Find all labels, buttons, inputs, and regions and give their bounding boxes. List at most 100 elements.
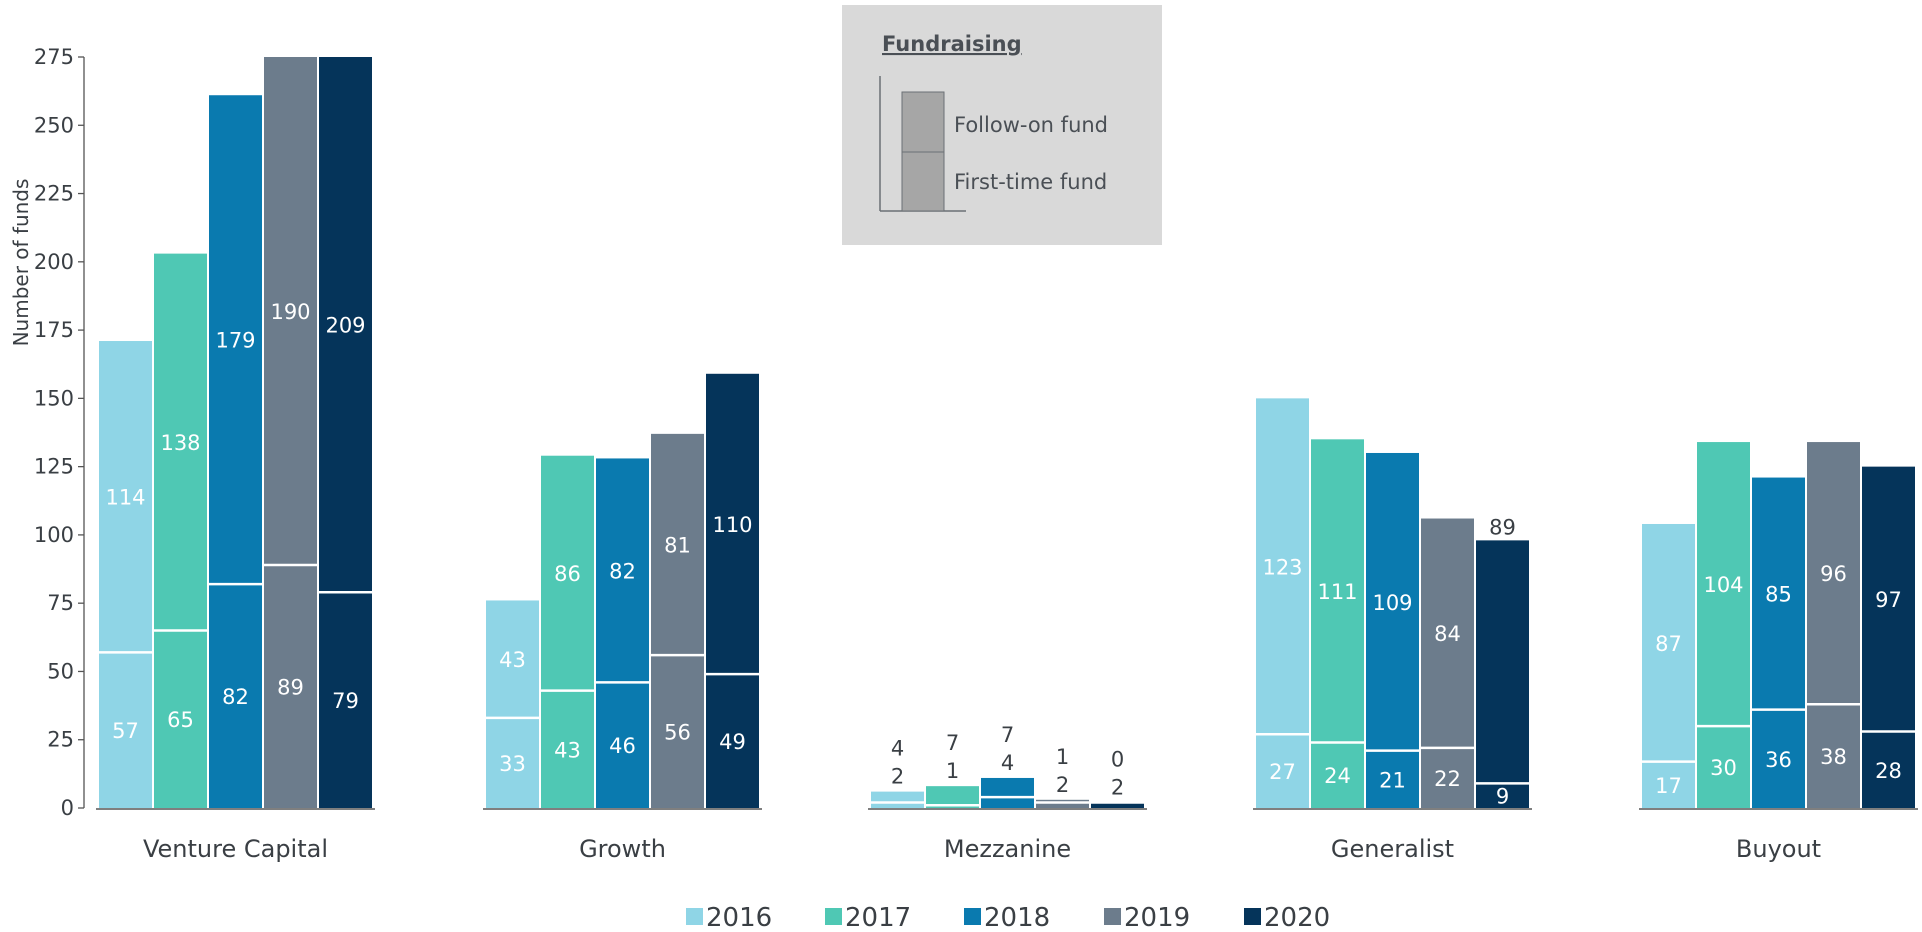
key-panel-title: Fundraising <box>882 32 1022 56</box>
data-label-first-time: 27 <box>1269 760 1296 784</box>
bar-segment <box>1421 518 1474 808</box>
data-label-follow-on: 111 <box>1317 580 1357 604</box>
y-tick-label: 125 <box>34 455 74 479</box>
legend-label: 2017 <box>845 903 911 932</box>
data-label-first-time: 1 <box>946 759 959 783</box>
y-tick-label: 75 <box>47 591 74 615</box>
data-label-follow-on: 138 <box>160 431 200 455</box>
data-label-first-time: 22 <box>1434 767 1461 791</box>
bar-segment <box>1091 802 1144 808</box>
data-label-follow-on: 7 <box>946 731 959 755</box>
bar-segment <box>1476 540 1529 808</box>
bar-segment <box>319 57 372 808</box>
data-label-first-time: 82 <box>222 685 249 709</box>
legend-swatch <box>686 908 703 925</box>
data-label-first-time: 30 <box>1710 756 1737 780</box>
data-label-follow-on: 96 <box>1820 562 1847 586</box>
data-label-first-time: 79 <box>332 689 359 713</box>
bar-segment <box>1366 452 1419 808</box>
data-label-first-time: 2 <box>1111 776 1124 800</box>
data-label-follow-on: 89 <box>1489 515 1516 539</box>
legend-label: 2020 <box>1264 903 1330 932</box>
bar-segment <box>596 458 649 808</box>
data-label-follow-on: 104 <box>1703 573 1743 597</box>
data-label-first-time: 38 <box>1820 745 1847 769</box>
y-tick-label: 175 <box>34 318 74 342</box>
bar-segment <box>1311 439 1364 808</box>
key-follow-on-label: Follow-on fund <box>954 113 1108 137</box>
data-label-follow-on: 1 <box>1056 745 1069 769</box>
bars-area: 5711465138821798919079209334343864682568… <box>99 57 1915 809</box>
bar-segment <box>1862 466 1915 808</box>
data-label-first-time: 2 <box>891 765 904 789</box>
data-label-follow-on: 123 <box>1262 555 1302 579</box>
y-tick-label: 100 <box>34 523 74 547</box>
bar-segment <box>1256 398 1309 808</box>
data-label-follow-on: 114 <box>105 486 145 510</box>
data-label-follow-on: 81 <box>664 533 691 557</box>
legend-label: 2018 <box>984 903 1050 932</box>
bar-segment <box>1642 523 1695 808</box>
legend-swatch <box>1244 908 1261 925</box>
data-label-first-time: 57 <box>112 719 139 743</box>
y-axis: 0 25 50 75 100 125 150 175 200 225 250 275 Number of… <box>9 45 85 820</box>
data-label-follow-on: 109 <box>1372 591 1412 615</box>
data-label-follow-on: 43 <box>499 648 526 672</box>
data-label-first-time: 89 <box>277 675 304 699</box>
x-category-label: Venture Capital <box>143 835 328 863</box>
data-label-follow-on: 7 <box>1001 723 1014 747</box>
bar-segment <box>541 455 594 808</box>
bar-segment <box>209 95 262 808</box>
data-label-first-time: 33 <box>499 752 526 776</box>
y-tick-label: 25 <box>47 728 74 752</box>
data-label-follow-on: 179 <box>215 329 255 353</box>
data-label-follow-on: 209 <box>325 314 365 338</box>
bar-segment <box>1036 799 1089 808</box>
data-label-follow-on: 86 <box>554 562 581 586</box>
data-label-follow-on: 84 <box>1434 622 1461 646</box>
x-category-label: Growth <box>579 835 666 863</box>
fundraising-key-panel: Fundraising Follow-on fund First-time fu… <box>842 5 1162 245</box>
bar-segment <box>99 341 152 808</box>
data-label-first-time: 2 <box>1056 773 1069 797</box>
x-category-label: Buyout <box>1736 835 1821 863</box>
bar-segment <box>871 791 924 808</box>
bar-segment <box>1697 442 1750 808</box>
legend-label: 2016 <box>706 903 772 932</box>
y-tick-label: 0 <box>61 796 74 820</box>
key-first-time-bar <box>901 151 945 212</box>
data-label-first-time: 17 <box>1655 774 1682 798</box>
data-label-follow-on: 0 <box>1111 748 1124 772</box>
data-label-first-time: 24 <box>1324 764 1351 788</box>
y-tick-label: 50 <box>47 659 74 683</box>
bar-segment <box>154 253 207 808</box>
data-label-follow-on: 110 <box>712 513 752 537</box>
data-label-follow-on: 85 <box>1765 583 1792 607</box>
data-label-first-time: 4 <box>1001 751 1014 775</box>
bar-segment <box>926 786 979 808</box>
legend-swatch <box>964 908 981 925</box>
bar-segment <box>706 373 759 808</box>
x-category-label: Mezzanine <box>944 835 1071 863</box>
data-label-follow-on: 82 <box>609 559 636 583</box>
legend-swatch <box>1104 908 1121 925</box>
data-label-first-time: 36 <box>1765 748 1792 772</box>
y-tick-label: 225 <box>34 182 74 206</box>
bar-segment <box>1752 477 1805 808</box>
x-axis: Venture Capital Growth Mezzanine Generalist… <box>96 808 1918 863</box>
data-label-first-time: 49 <box>719 730 746 754</box>
data-label-follow-on: 87 <box>1655 632 1682 656</box>
data-label-first-time: 56 <box>664 721 691 745</box>
bar-segment <box>1807 442 1860 808</box>
data-label-first-time: 65 <box>167 708 194 732</box>
data-label-first-time: 9 <box>1496 785 1509 809</box>
key-first-time-label: First-time fund <box>954 170 1107 194</box>
y-axis-title: Number of funds <box>9 179 33 347</box>
data-label-first-time: 28 <box>1875 759 1902 783</box>
y-tick-label: 200 <box>34 250 74 274</box>
y-tick-label: 250 <box>34 113 74 137</box>
legend-swatch <box>825 908 842 925</box>
data-label-first-time: 43 <box>554 738 581 762</box>
y-tick-label: 275 <box>34 45 74 69</box>
y-tick-label: 150 <box>34 386 74 410</box>
